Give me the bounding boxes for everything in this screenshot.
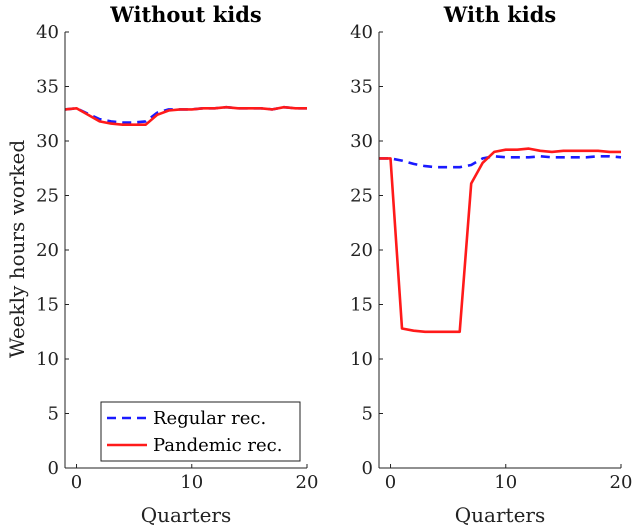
y-tick-label: 20: [350, 240, 373, 261]
legend-box: [100, 401, 301, 462]
y-tick-label: 5: [362, 404, 373, 425]
panel-without-kids: Without kids Quarters Weekly hours worke…: [5, 2, 318, 527]
x-tick-label: 0: [71, 472, 82, 493]
x-axis-label: Quarters: [141, 503, 231, 527]
y-tick-label: 5: [48, 404, 59, 425]
y-tick-label: 30: [350, 131, 373, 152]
y-tick-label: 20: [36, 240, 59, 261]
legend-label-pandemic: Pandemic rec.: [153, 435, 283, 456]
y-tick-label: 0: [48, 458, 59, 479]
x-tick-label: 0: [385, 472, 396, 493]
y-tick-label: 35: [36, 77, 59, 98]
y-tick-label: 15: [36, 295, 59, 316]
x-tick-label: 10: [494, 472, 517, 493]
y-tick-label: 10: [36, 349, 59, 370]
panel-with-kids: With kids Quarters 0 5 10 15 20 25 30 35 40 0 10 20: [350, 2, 632, 527]
series-line-regular: [379, 155, 622, 169]
panel-title: Without kids: [109, 2, 261, 27]
series-line-pandemic: [379, 147, 621, 334]
x-tick-label: 20: [296, 472, 319, 493]
legend-label-regular: Regular rec.: [153, 408, 266, 429]
y-tick-label: 0: [362, 458, 373, 479]
series-line-pandemic: [64, 105, 307, 126]
panel-title: With kids: [443, 2, 557, 27]
y-tick-label: 35: [350, 77, 373, 98]
y-tick-label: 30: [36, 131, 59, 152]
x-tick-label: 10: [180, 472, 203, 493]
y-tick-label: 40: [36, 22, 59, 43]
y-tick-label: 25: [350, 186, 373, 207]
y-axis-label: Weekly hours worked: [5, 140, 29, 358]
x-axis-label: Quarters: [455, 503, 545, 527]
y-tick-label: 15: [350, 295, 373, 316]
x-tick-label: 20: [610, 472, 633, 493]
y-tick-label: 25: [36, 186, 59, 207]
y-tick-label: 10: [350, 349, 373, 370]
y-tick-label: 40: [350, 22, 373, 43]
